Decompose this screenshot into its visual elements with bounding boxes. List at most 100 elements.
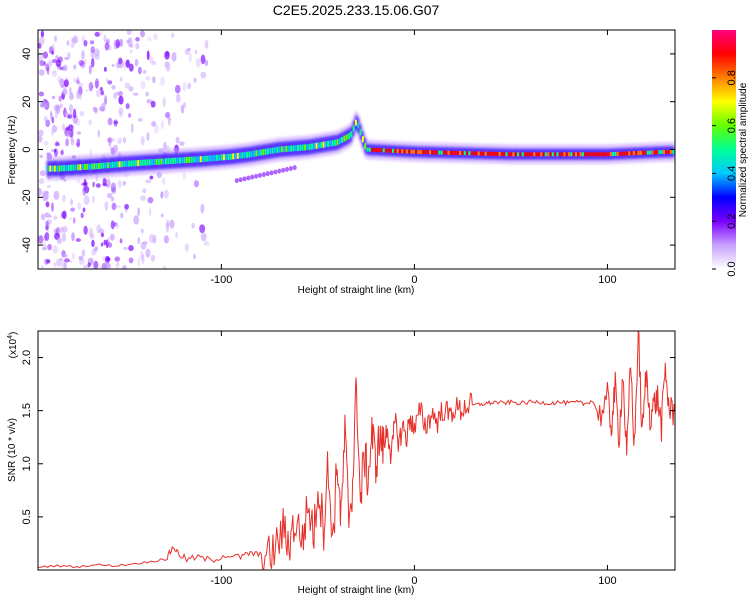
spectrogram-ridge-cell xyxy=(350,131,353,138)
spectrogram-ridge-cell xyxy=(88,163,91,170)
spectrogram-ridge-cell xyxy=(255,150,258,157)
spectrogram-ridge-cell xyxy=(530,152,533,157)
spectrogram-ridge-cell xyxy=(158,158,161,165)
spectrogram-ridge-cell xyxy=(371,147,374,152)
spectrogram-noise-speck xyxy=(128,63,134,72)
spectrogram-noise-speck xyxy=(175,231,178,239)
spectrogram-noise-speck xyxy=(184,243,189,252)
spectrogram-noise-speck xyxy=(51,59,57,64)
spectrogram-ridge-cell xyxy=(347,133,350,140)
spectrogram-noise-speck xyxy=(54,148,58,158)
spectrogram-noise-speck xyxy=(38,69,45,76)
spectrogram-noise-speck xyxy=(38,235,43,244)
spectrogram-noise-speck xyxy=(140,135,145,146)
spectrogram-noise-speck xyxy=(180,104,185,114)
spectrogram-noise-speck xyxy=(128,86,134,92)
spectrogram-noise-speck xyxy=(44,232,50,241)
spectrogram-ridge-cell xyxy=(579,152,582,157)
spectrogram-ridge-cell xyxy=(366,147,369,152)
snr-y-tick-label: 1.5 xyxy=(21,403,33,418)
spectrogram-noise-speck xyxy=(45,221,50,231)
spectrogram-ridge-cell xyxy=(440,150,443,155)
spectrogram-ridge-cell xyxy=(76,164,79,171)
spectrogram-ridge-cell xyxy=(86,163,89,170)
spectrogram-noise-speck xyxy=(71,124,74,130)
spectrogram-ridge-cell xyxy=(248,151,251,158)
spectrogram-noise-speck xyxy=(45,220,49,226)
spectrogram-noise-speck xyxy=(69,259,73,263)
spectrogram-ridge-cell xyxy=(259,149,262,156)
spectrogram-ridge-cell xyxy=(498,151,501,156)
spectrogram-noise-speck xyxy=(91,248,96,256)
spectrogram-noise-speck xyxy=(193,180,200,188)
spectrogram-ridge-cell xyxy=(343,135,346,142)
spectrogram-noise-speck xyxy=(88,119,93,126)
spectrogram-ridge-cell xyxy=(125,160,128,167)
spectrogram-noise-speck xyxy=(145,75,151,81)
spectrogram-ridge-cell xyxy=(299,144,302,151)
spectrogram-ridge-cell xyxy=(185,157,188,164)
snr-y-tick-label: 0.5 xyxy=(21,509,33,524)
spectrogram-noise-speck xyxy=(51,70,57,78)
spectrogram-noise-speck xyxy=(38,135,43,143)
colorbar-tick-label: 0.0 xyxy=(726,261,738,276)
spectrogram-ridge-cell xyxy=(134,160,137,167)
spectrogram-noise-speck xyxy=(42,197,49,202)
spectrogram-noise-speck xyxy=(77,202,82,210)
spectrogram-noise-speck xyxy=(102,177,107,186)
spectrogram-noise-speck xyxy=(62,254,68,258)
spectrogram-noise-speck xyxy=(45,119,51,128)
spectrogram-ridge-cell xyxy=(181,157,184,164)
spectrogram-noise-speck xyxy=(90,46,96,53)
spectrogram-noise-speck xyxy=(119,238,123,244)
spectrogram-ridge-cell xyxy=(438,150,441,155)
spectrogram-noise-speck xyxy=(100,232,104,238)
colorbar-label: Normalized spectral amplitude xyxy=(738,82,749,217)
spectrogram-noise-speck xyxy=(90,50,96,59)
spectrogram-ridge-cell xyxy=(528,152,531,157)
spectrogram-noise-speck xyxy=(161,176,166,185)
spectrogram-noise-speck xyxy=(89,40,95,45)
spectrogram-noise-speck xyxy=(110,220,115,230)
spectrogram-noise-speck xyxy=(163,141,167,151)
spectrogram-ridge-cell xyxy=(169,158,172,165)
svg-text:(x104): (x104) xyxy=(7,332,19,359)
snr-scale-prefix: (x10 xyxy=(8,338,19,358)
spectrogram-noise-speck xyxy=(145,179,152,184)
spectrogram-ridge-cell xyxy=(480,151,483,156)
spectrogram-noise-speck xyxy=(94,80,99,90)
spectrogram-noise-speck xyxy=(65,126,71,131)
spectrogram-noise-speck xyxy=(41,190,48,198)
spectrogram-noise-speck xyxy=(51,124,58,133)
spectrogram-ridge-cell xyxy=(178,157,181,164)
spectrogram-noise-speck xyxy=(100,102,106,112)
spectrogram-ridge-cell xyxy=(327,140,330,147)
spectrogram-noise-speck xyxy=(38,42,42,49)
spectrogram-ridge-cell xyxy=(385,148,388,153)
spectrogram-ridge-cell xyxy=(396,149,399,154)
spectrogram-x-ticks: -100 0 100 xyxy=(210,30,617,286)
spectrogram-noise-speck xyxy=(72,108,77,119)
spectrogram-noise-speck xyxy=(80,60,86,69)
spectrogram-noise-speck xyxy=(113,120,119,125)
spectrogram-ridge-cell xyxy=(65,165,68,172)
spectrogram-noise-speck xyxy=(40,30,45,38)
spectrogram-noise-speck xyxy=(170,32,175,39)
spectrogram-ridge-cell xyxy=(549,152,552,157)
spectrogram-noise-speck xyxy=(43,140,49,146)
spectrogram-x-tick-label: -100 xyxy=(210,274,232,286)
spectrogram-noise-speck xyxy=(115,91,119,96)
spectrogram-ridge-cell xyxy=(222,154,225,161)
spectrogram-branch-speck xyxy=(257,172,262,178)
spectrogram-ridge-cell xyxy=(584,152,587,157)
spectrogram-noise-speck xyxy=(114,256,121,262)
spectrogram-noise-speck xyxy=(107,80,113,85)
spectrogram-noise-speck xyxy=(39,154,43,159)
spectrogram-ridge-cell xyxy=(151,159,154,166)
spectrogram-ridge-cell xyxy=(477,151,480,156)
spectrogram-ridge-cell xyxy=(424,150,427,155)
spectrogram-noise-speck xyxy=(72,35,79,44)
spectrogram-ridge-cell xyxy=(510,152,513,157)
snr-x-ticks: -100 0 100 xyxy=(210,331,617,587)
spectrogram-ridge-cell xyxy=(649,150,652,155)
